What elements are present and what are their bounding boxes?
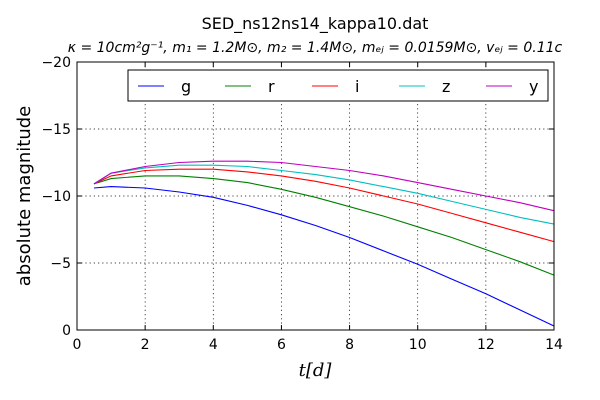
tick-labels: 0 2 4 6 8 10 12 14 0 −5 −10 −15 −20 xyxy=(41,55,563,353)
series-line-g xyxy=(93,186,555,327)
y-tick-label: −20 xyxy=(41,55,71,71)
series-line-r xyxy=(93,175,555,276)
y-tick-label: −10 xyxy=(41,189,71,205)
y-tick-label: −5 xyxy=(50,256,71,272)
legend-label-i: i xyxy=(355,77,359,96)
x-tick-label: 8 xyxy=(345,337,354,353)
x-tick-label: 10 xyxy=(409,337,427,353)
x-tick-label: 12 xyxy=(477,337,495,353)
y-tick-label: 0 xyxy=(62,323,71,339)
legend-label-g: g xyxy=(181,77,191,96)
chart-subtitle: κ = 10cm²g⁻¹, m₁ = 1.2M⊙, m₂ = 1.4M⊙, mₑ… xyxy=(68,40,563,56)
y-tick-label: −15 xyxy=(41,122,71,138)
chart-title: SED_ns12ns14_kappa10.dat xyxy=(202,14,429,34)
x-tick-label: 2 xyxy=(141,337,150,353)
legend-label-r: r xyxy=(268,77,275,96)
legend-label-z: z xyxy=(442,77,450,96)
x-tick-label: 4 xyxy=(209,337,218,353)
x-tick-label: 0 xyxy=(73,337,82,353)
y-axis-label: absolute magnitude xyxy=(14,106,35,286)
x-tick-label: 6 xyxy=(277,337,286,353)
x-tick-label: 14 xyxy=(545,337,563,353)
series-line-i xyxy=(93,168,555,243)
grid xyxy=(77,62,554,330)
series-line-z xyxy=(93,164,555,225)
series-lines xyxy=(93,160,555,327)
legend-label-y: y xyxy=(529,77,538,96)
axis-ticks xyxy=(76,61,555,331)
x-axis-label: t[d] xyxy=(299,360,333,381)
series-line-y xyxy=(93,160,555,212)
